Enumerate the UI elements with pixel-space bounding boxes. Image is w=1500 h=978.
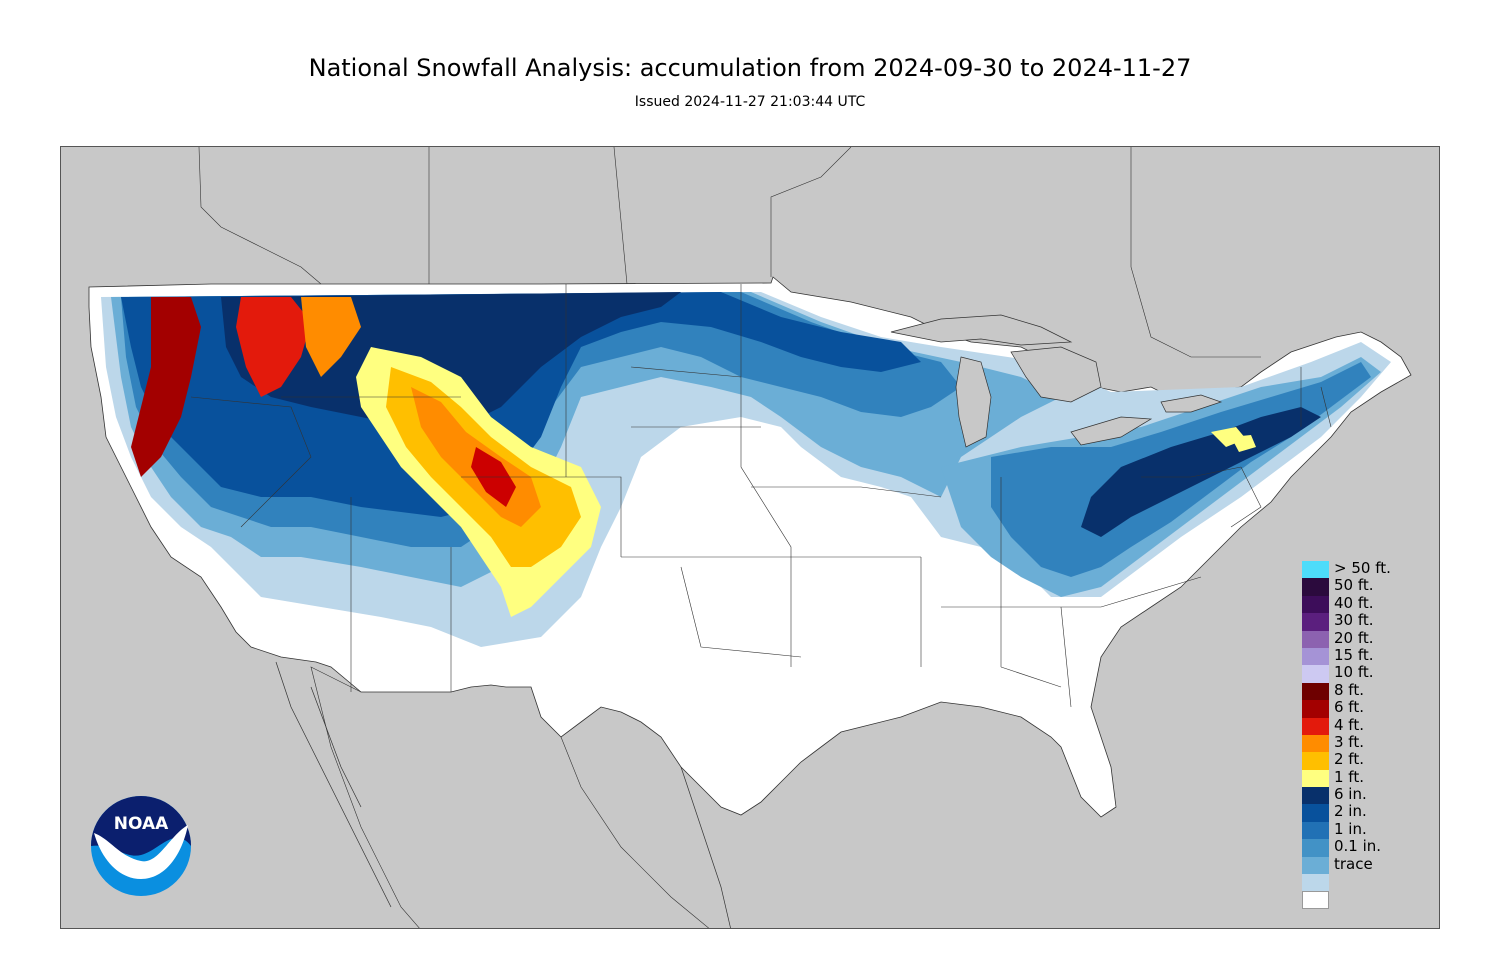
legend-swatch (1302, 647, 1329, 666)
map-title: National Snowfall Analysis: accumulation… (308, 54, 1192, 82)
legend-swatch (1302, 856, 1329, 875)
legend-swatch (1302, 717, 1329, 735)
legend-label: > 50 ft. (1334, 559, 1391, 577)
legend-swatch (1302, 891, 1329, 909)
legend-swatch (1302, 613, 1329, 631)
legend-label: 30 ft. (1334, 611, 1374, 630)
legend-swatch (1302, 700, 1329, 718)
legend-label: 4 ft. (1334, 715, 1364, 734)
noaa-logo-icon: NOAA (90, 795, 192, 897)
legend-label: 6 in. (1334, 785, 1367, 804)
legend-swatch (1302, 821, 1329, 840)
legend-label: 2 ft. (1334, 750, 1364, 769)
legend-label: trace (1334, 854, 1373, 873)
legend-label: 40 ft. (1334, 593, 1374, 612)
map-canvas (88, 147, 1412, 928)
lake-ontario (1160, 394, 1223, 413)
noaa-logo-text: NOAA (114, 814, 169, 834)
legend-swatch (1302, 839, 1329, 857)
legend-swatch (1302, 595, 1329, 614)
issued-timestamp: Issued 2024-11-27 21:03:44 UTC (634, 94, 866, 110)
legend-swatch (1302, 769, 1329, 788)
legend-label: 20 ft. (1334, 628, 1374, 647)
legend-label: 10 ft. (1334, 663, 1374, 682)
lake-superior (890, 314, 1073, 346)
legend-swatch (1302, 682, 1329, 701)
border-lines (190, 147, 1332, 928)
legend-swatch (1302, 630, 1329, 648)
legend-swatch (1302, 874, 1329, 892)
lake-erie (1070, 416, 1153, 446)
legend-swatch (1302, 804, 1329, 822)
legend-swatch (1302, 752, 1329, 770)
snow-region-navy-east (1081, 407, 1321, 537)
snowfall-map (60, 146, 1440, 929)
snow-region-orange-nw (301, 297, 361, 377)
legend-label: 1 in. (1334, 819, 1367, 838)
lake-huron (1010, 346, 1102, 403)
legend-label: 3 ft. (1334, 732, 1364, 751)
legend-swatch (1302, 734, 1329, 753)
legend-swatch (1302, 561, 1329, 579)
legend-label: 8 ft. (1334, 680, 1364, 699)
snow-region-yellow-ne2 (1231, 435, 1256, 452)
legend-swatch (1302, 787, 1329, 805)
legend-label: 2 in. (1334, 802, 1367, 821)
legend-label: 15 ft. (1334, 645, 1374, 664)
legend-swatch (1302, 665, 1329, 683)
snow-region-dark-red-nw (131, 297, 201, 477)
lake-michigan (955, 356, 992, 448)
snow-region-red-nw2 (236, 297, 311, 397)
legend-swatch (1302, 578, 1329, 596)
legend-label: 6 ft. (1334, 698, 1364, 717)
mexico-coast (275, 661, 731, 928)
legend-label: 1 ft. (1334, 767, 1364, 786)
legend-label: 0.1 in. (1334, 837, 1382, 856)
legend-label: 50 ft. (1334, 576, 1374, 595)
